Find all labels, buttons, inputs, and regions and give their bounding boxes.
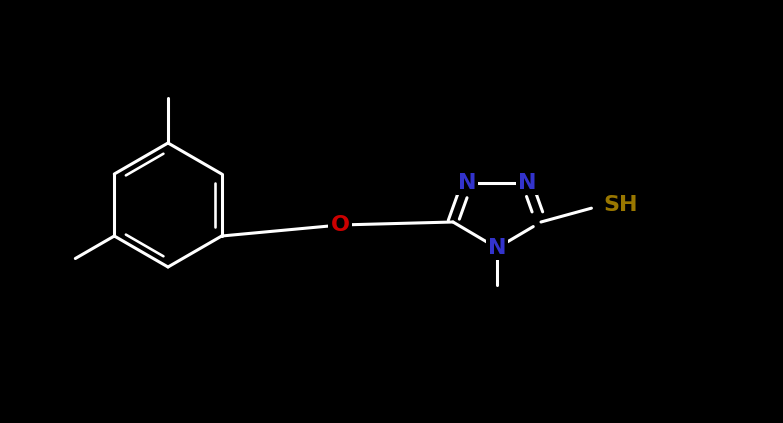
Text: N: N [518, 173, 536, 193]
Text: N: N [458, 173, 476, 193]
Text: N: N [488, 238, 507, 258]
Text: O: O [330, 215, 349, 235]
Text: SH: SH [603, 195, 637, 215]
